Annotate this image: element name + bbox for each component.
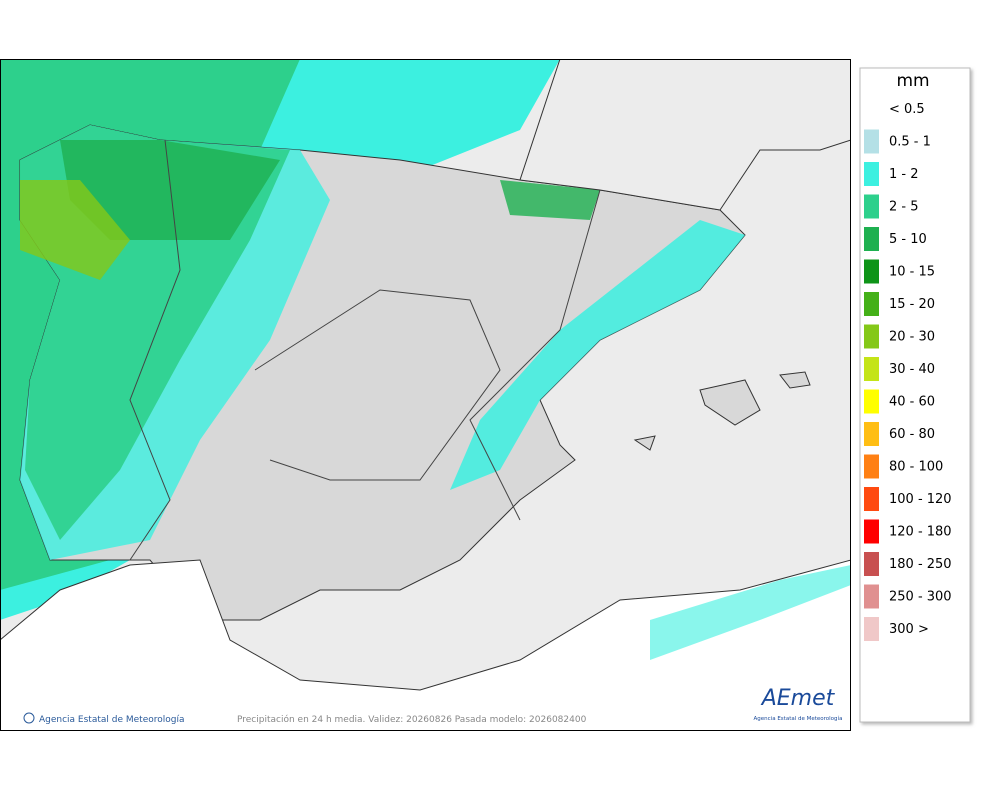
legend-label: 300 >: [889, 622, 929, 637]
legend-label: 60 - 80: [889, 427, 935, 442]
legend-label: 40 - 60: [889, 395, 935, 410]
land-africa: [0, 559, 851, 731]
legend-swatch: [864, 519, 879, 544]
legend-label: 0.5 - 1: [889, 135, 931, 150]
legend-swatch: [864, 162, 879, 186]
precip-area: [650, 565, 851, 660]
legend-label: 20 - 30: [889, 330, 935, 345]
legend: mm < 0.5 0.5 - 1 1 - 2 2 - 5 5 - 10 10 - 15 15…: [859, 67, 971, 723]
caption: Precipitación en 24 h media. Validez: 20…: [237, 714, 587, 725]
legend-label: 100 - 120: [889, 492, 952, 507]
legend-swatch: [864, 617, 879, 641]
legend-swatch: [864, 454, 879, 479]
copyright: Agencia Estatal de Meteorología: [39, 715, 185, 725]
legend-swatch: [864, 227, 879, 251]
legend-swatch: [864, 292, 879, 316]
legend-swatch: [864, 259, 879, 284]
legend-swatch: [864, 584, 879, 609]
map: [0, 59, 851, 731]
legend-label: < 0.5: [889, 102, 925, 117]
border: [129, 139, 601, 561]
precip-area: [60, 140, 280, 240]
land-islands: [633, 371, 811, 451]
legend-swatch: [864, 194, 879, 219]
legend-label: 1 - 2: [889, 167, 919, 182]
legend-title: mm: [896, 71, 929, 91]
legend-label: 30 - 40: [889, 362, 935, 377]
precip-area: [450, 220, 745, 490]
land-france: [519, 59, 851, 211]
legend-swatch: [864, 129, 879, 154]
precip-area: [500, 180, 600, 220]
legend-swatch: [864, 389, 879, 414]
legend-swatch: [864, 357, 879, 381]
precip-area: [20, 180, 130, 280]
legend-label: 2 - 5: [889, 200, 919, 215]
legend-label: 10 - 15: [889, 265, 935, 280]
copyright-icon: [23, 712, 35, 724]
legend-label: 15 - 20: [889, 297, 935, 312]
legend-swatch: [864, 552, 879, 576]
legend-label: 120 - 180: [889, 525, 952, 540]
legend-label: 5 - 10: [889, 232, 927, 247]
logo: AEmet: [760, 686, 836, 711]
legend-swatch: [864, 324, 879, 349]
legend-swatch: [864, 97, 879, 121]
legend-label: 180 - 250: [889, 557, 952, 572]
map-frame: [0, 59, 851, 731]
logo-box: [755, 680, 841, 726]
legend-label: 80 - 100: [889, 460, 943, 475]
legend-swatch: [864, 422, 879, 446]
logo-subtitle: Agencia Estatal de Meteorología: [754, 715, 843, 722]
legend-label: 250 - 300: [889, 590, 952, 605]
legend-swatch: [864, 487, 879, 511]
